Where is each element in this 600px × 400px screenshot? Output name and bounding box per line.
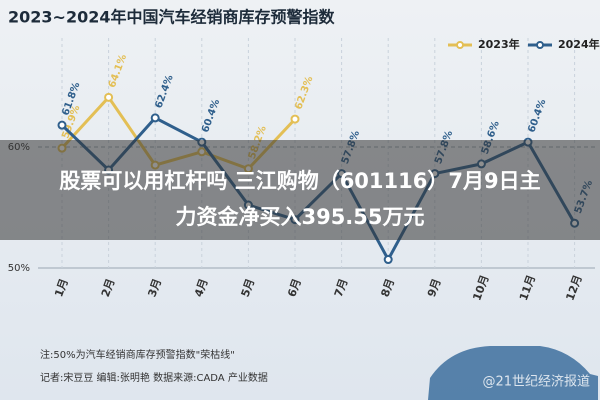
car-illustration (428, 346, 598, 400)
watermark: @21世纪经济报道 (482, 375, 590, 390)
y-tick-label: 50% (8, 263, 30, 274)
x-tick-label: 2月 (99, 277, 118, 299)
x-tick-label: 3月 (145, 277, 164, 299)
data-point (290, 114, 300, 124)
legend-swatch (536, 41, 544, 49)
note: 注:50%为汽车经销商库存预警指数"荣枯线" (40, 348, 235, 361)
x-tick-label: 7月 (332, 277, 351, 299)
legend-swatch (456, 41, 464, 49)
x-tick-label: 9月 (425, 277, 444, 299)
x-tick-label: 4月 (192, 277, 211, 299)
data-point (383, 255, 393, 265)
data-point (150, 113, 160, 123)
legend-label: 2023年 (478, 37, 520, 51)
x-tick-label: 5月 (239, 277, 258, 299)
x-tick-label: 6月 (285, 277, 304, 299)
credits: 记者:宋豆豆 编辑:张明艳 数据来源:CADA 产业数据 (40, 371, 268, 384)
x-tick-label: 1月 (52, 277, 71, 299)
x-tick-label: 8月 (378, 277, 397, 299)
headline-band (0, 140, 600, 240)
headline: 力资金净买入395.55万元 (175, 205, 424, 229)
data-point (104, 92, 114, 102)
legend-label: 2024年 (558, 37, 600, 51)
chart-title: 2023~2024年中国汽车经销商库存预警指数 (8, 8, 335, 27)
data-point (57, 120, 67, 130)
headline: 股票可以用杠杆吗 三江购物（601116）7月9日主 (59, 169, 540, 193)
